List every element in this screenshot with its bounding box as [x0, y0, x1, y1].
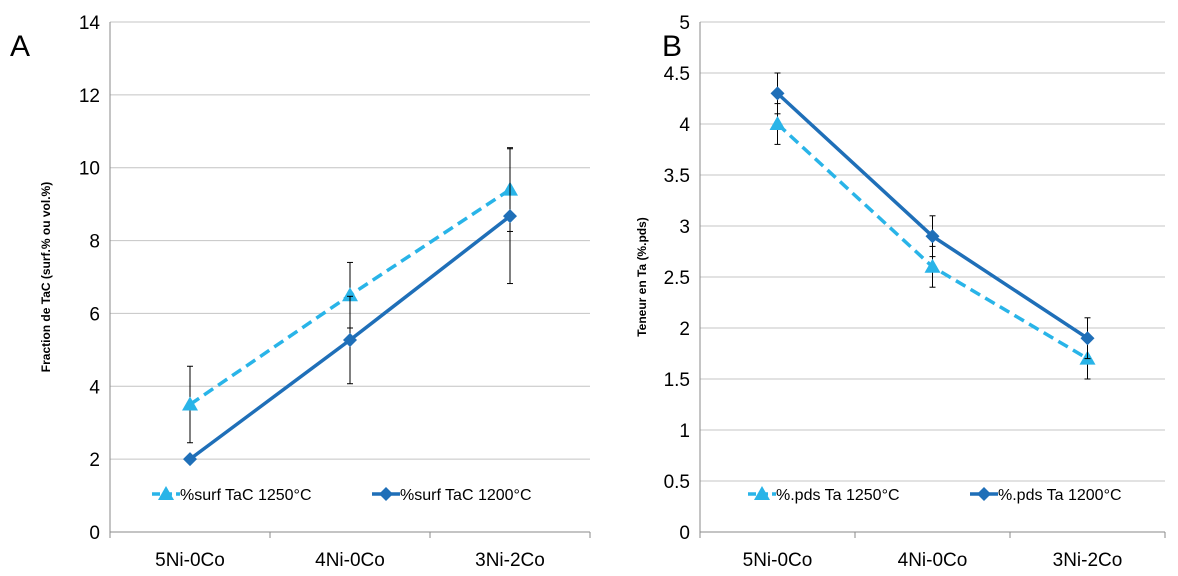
y-tick-label-b: 2.5 — [664, 268, 690, 289]
legend-label-a-0: %surf TaC 1250°C — [180, 487, 312, 504]
y-tick-label-b: 2 — [679, 319, 690, 340]
legend-marker-a-0 — [158, 486, 174, 500]
data-point-b-1 — [770, 86, 785, 101]
y-tick-label-a: 4 — [89, 377, 100, 398]
panel-letter-b: B — [662, 30, 683, 63]
chart-b: 0 0.5 1 1.5 2 2.5 3 3.5 4 4.5 5 5Ni-0Co 4Ni-0Co 3Ni-2… — [635, 13, 1166, 571]
y-axis-title-a: Fraction de TaC (surf.% ou vol.%) — [39, 182, 53, 372]
y-tick-label-a: 8 — [89, 232, 100, 253]
y-tick-label-b: 1.5 — [664, 370, 690, 391]
x-tick-label-b: 5Ni-0Co — [743, 550, 813, 571]
chart-a: 0 2 4 6 8 10 12 14 5Ni-0Co 4Ni-0Co 3Ni-2Co Fraction… — [39, 13, 591, 571]
x-tick-label-b: 4Ni-0Co — [898, 550, 968, 571]
data-point-a-0 — [182, 396, 198, 411]
data-point-b-0 — [924, 258, 941, 273]
data-point-b-0 — [769, 116, 786, 130]
data-point-a-1 — [343, 333, 357, 348]
x-tick-label-b: 3Ni-2Co — [1053, 550, 1123, 571]
y-tick-label-a: 12 — [79, 86, 100, 107]
y-tick-label-b: 1 — [679, 421, 690, 442]
y-axis-title-b: Teneur en Ta (%.pds) — [635, 217, 649, 337]
y-tick-label-a: 6 — [89, 304, 100, 325]
legend-label-b-1: %.pds Ta 1200°C — [998, 487, 1122, 504]
panel-letter-a: A — [10, 30, 31, 63]
y-tick-label-a: 0 — [89, 523, 100, 544]
legend-marker-b-0 — [754, 486, 770, 500]
legend-label-a-1: %surf TaC 1200°C — [400, 487, 532, 504]
y-tick-label-a: 14 — [79, 13, 101, 34]
y-tick-label-b: 0 — [679, 523, 690, 544]
legend-label-b-0: %.pds Ta 1250°C — [776, 487, 900, 504]
y-tick-label-b: 3 — [679, 217, 690, 238]
legend-marker-a-1 — [379, 487, 393, 501]
data-point-b-1 — [925, 229, 940, 244]
y-tick-label-b: 4 — [679, 115, 690, 136]
data-point-a-1 — [183, 452, 197, 467]
x-tick-label-a: 5Ni-0Co — [155, 550, 225, 571]
data-point-a-0 — [342, 287, 358, 302]
y-tick-label-b: 0.5 — [664, 472, 690, 493]
y-tick-label-a: 10 — [79, 159, 100, 180]
y-tick-label-b: 5 — [679, 13, 690, 34]
x-tick-label-a: 3Ni-2Co — [475, 550, 545, 571]
data-point-b-1 — [1080, 331, 1095, 346]
legend-marker-b-1 — [977, 487, 991, 501]
y-tick-label-a: 2 — [89, 450, 100, 471]
data-point-a-1 — [503, 209, 517, 224]
x-tick-label-a: 4Ni-0Co — [315, 550, 385, 571]
y-tick-label-b: 3.5 — [664, 166, 690, 187]
y-tick-label-b: 4.5 — [664, 64, 690, 85]
